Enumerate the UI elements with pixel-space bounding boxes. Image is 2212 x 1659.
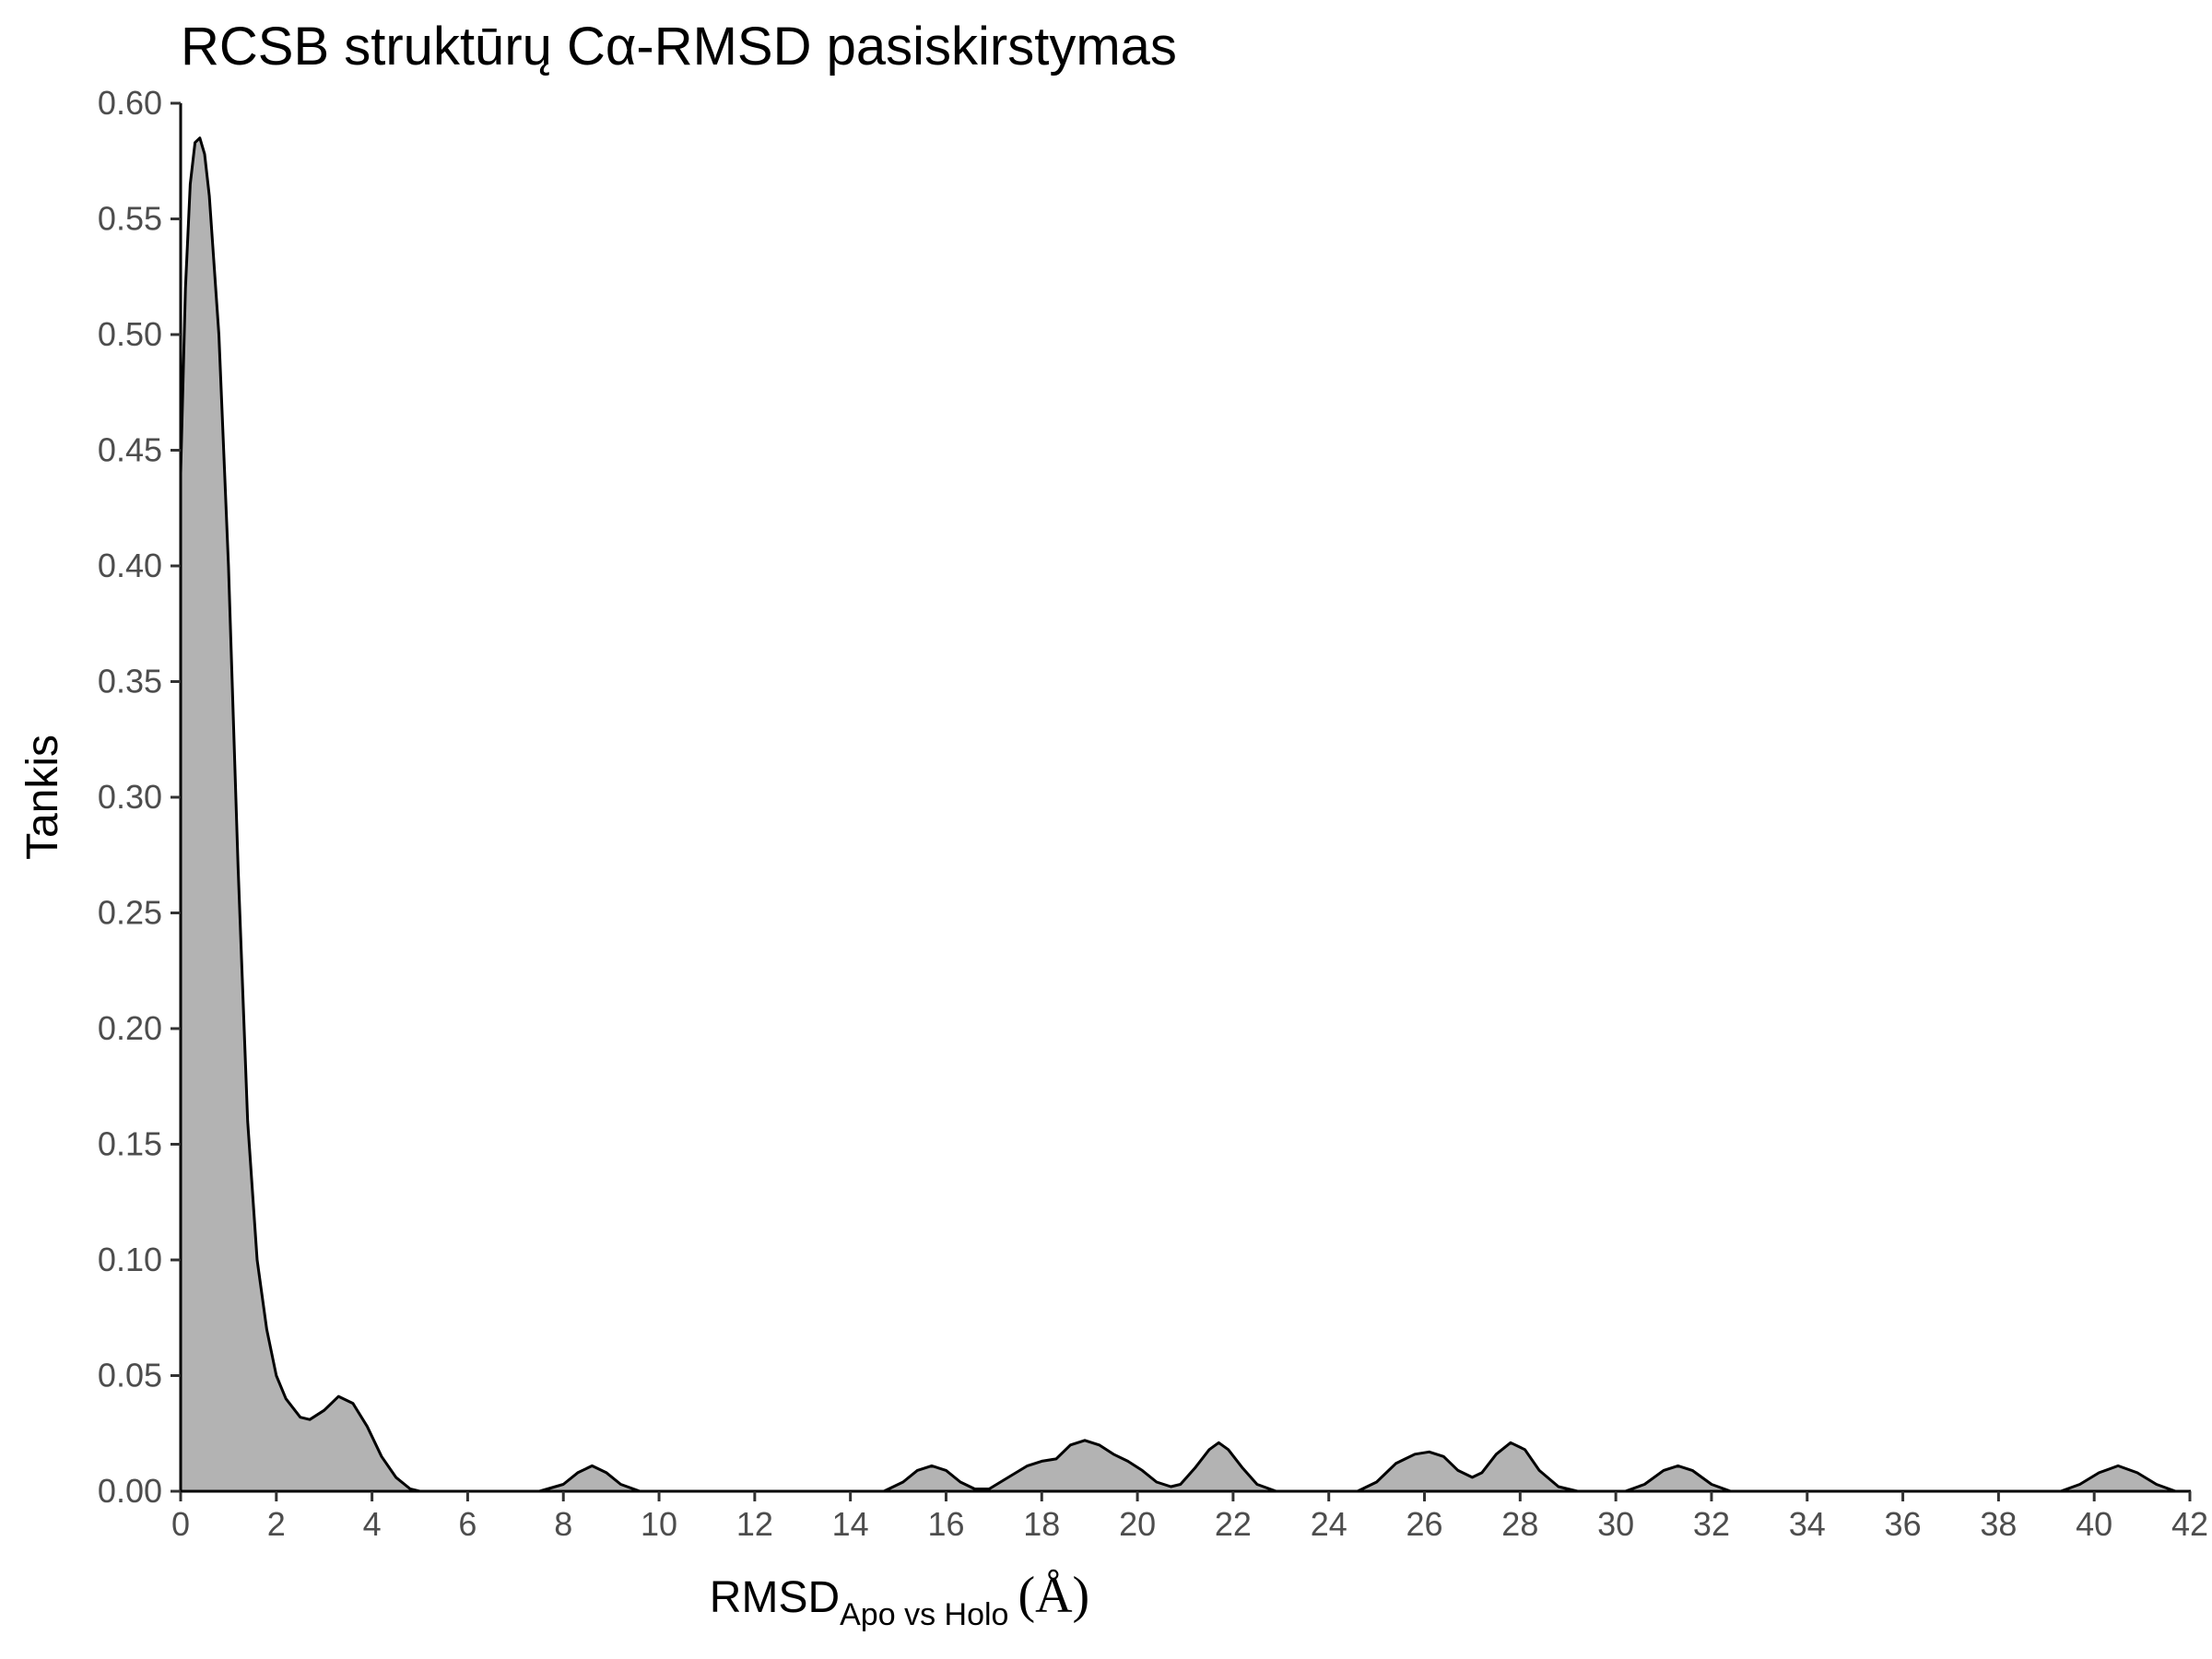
y-axis: 0.00 0.05 0.10 0.15 0.20 0.25 0.30 0.35 0.40 0.45… [98, 84, 182, 1510]
y-tick-label: 0.20 [98, 1009, 162, 1047]
x-tick-label: 2 [267, 1505, 286, 1543]
x-tick-label: 34 [1789, 1505, 1826, 1543]
y-tick-label: 0.00 [98, 1472, 162, 1510]
y-tick-label: 0.50 [98, 315, 162, 353]
density-line [179, 136, 2190, 1493]
x-tick-label: 38 [1980, 1505, 2017, 1543]
x-tick-label: 14 [832, 1505, 869, 1543]
x-tick-label: 6 [458, 1505, 477, 1543]
x-axis-title: RMSDApo vs Holo (Å) [710, 1567, 1089, 1632]
x-tick-label: 28 [1501, 1505, 1538, 1543]
y-tick-label: 0.15 [98, 1125, 162, 1163]
x-axis-title-subscript: Apo vs Holo [840, 1597, 1008, 1632]
x-tick-label: 10 [641, 1505, 677, 1543]
y-tick-label: 0.55 [98, 200, 162, 238]
density-area [181, 137, 2190, 1492]
x-tick-label: 12 [736, 1505, 773, 1543]
x-axis: 0 2 4 6 8 10 12 14 16 18 20 22 24 26 28 30 32 34 36 38 40 42 [171, 1489, 2208, 1543]
y-axis-title: Tankis [18, 735, 67, 860]
x-tick-label: 22 [1215, 1505, 1252, 1543]
x-axis-title-main: RMSD [710, 1573, 840, 1622]
y-tick-label: 0.10 [98, 1241, 162, 1278]
y-tick-label: 0.60 [98, 84, 162, 122]
y-tick-label: 0.35 [98, 663, 162, 700]
x-tick-label: 20 [1119, 1505, 1156, 1543]
x-tick-label: 0 [171, 1505, 190, 1543]
plot-area [179, 136, 2190, 1493]
x-axis-title-unit: (Å) [1018, 1567, 1089, 1624]
x-tick-label: 32 [1693, 1505, 1730, 1543]
y-tick-label: 0.30 [98, 778, 162, 816]
y-tick-label: 0.05 [98, 1357, 162, 1394]
x-tick-label: 26 [1406, 1505, 1443, 1543]
y-tick-label: 0.40 [98, 547, 162, 584]
chart-title: RCSB struktūrų Cα-RMSD pasiskirstymas [181, 17, 1177, 76]
x-tick-label: 36 [1885, 1505, 1922, 1543]
y-tick-label: 0.25 [98, 894, 162, 932]
x-tick-label: 18 [1023, 1505, 1060, 1543]
x-tick-label: 24 [1311, 1505, 1347, 1543]
x-tick-label: 4 [363, 1505, 382, 1543]
x-tick-label: 30 [1597, 1505, 1634, 1543]
x-tick-label: 8 [554, 1505, 572, 1543]
x-tick-label: 40 [2076, 1505, 2112, 1543]
x-tick-label: 42 [2171, 1505, 2208, 1543]
y-tick-label: 0.45 [98, 431, 162, 469]
x-tick-label: 16 [927, 1505, 964, 1543]
